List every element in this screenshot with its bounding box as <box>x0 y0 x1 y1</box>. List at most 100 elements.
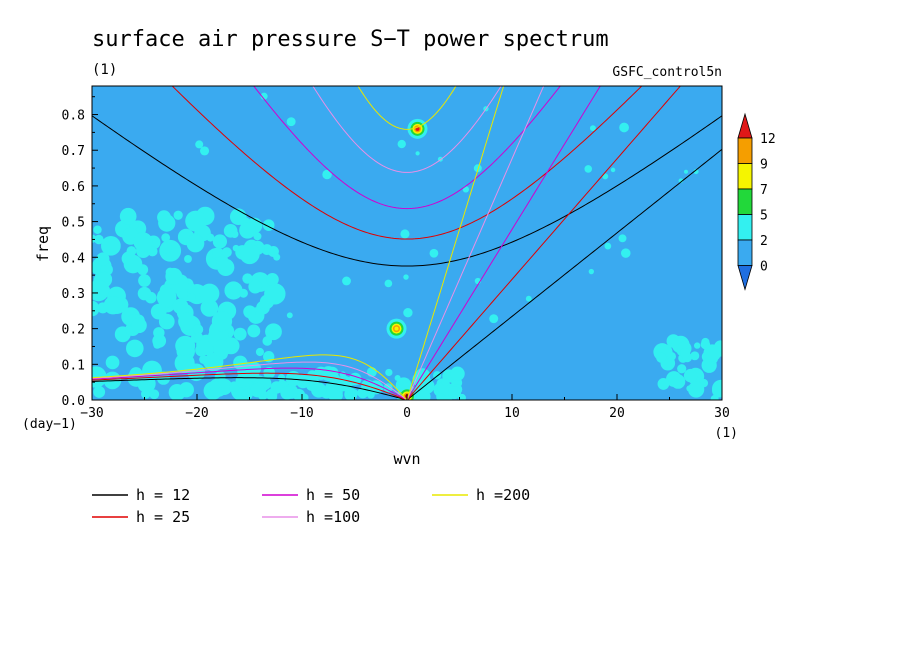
x-tick-label: −20 <box>185 406 208 421</box>
spectral-patch <box>656 352 667 363</box>
y-axis-unit: (day−1) <box>22 417 77 432</box>
spectral-patch <box>235 374 250 388</box>
spectral-patch <box>447 386 462 400</box>
x-tick-label: −10 <box>290 406 313 421</box>
spectral-patch <box>270 393 278 400</box>
spectral-patch <box>335 382 346 392</box>
legend-label: h =200 <box>476 486 530 504</box>
spectral-patch <box>677 364 687 374</box>
spectral-patch <box>670 374 686 389</box>
spectral-patch <box>270 381 283 394</box>
spectral-patch <box>667 352 677 361</box>
spectral-patch <box>185 210 207 232</box>
spectral-patch <box>133 232 153 252</box>
colorbar-min-arrow <box>737 265 753 291</box>
spectral-patch <box>473 164 482 173</box>
spectral-patch <box>458 393 466 400</box>
colorbar-label: 2 <box>760 234 768 249</box>
spectral-patch <box>119 207 137 225</box>
legend-label: h =100 <box>306 508 360 526</box>
spectral-patch <box>693 342 701 349</box>
spectral-patch <box>280 385 294 400</box>
spectral-patch <box>93 386 106 398</box>
spectral-patch <box>138 379 150 392</box>
spectral-patch <box>92 301 100 317</box>
spectral-patch <box>153 340 162 349</box>
spectral-patch <box>243 305 257 319</box>
spectral-patch <box>230 230 239 239</box>
spectral-patch <box>441 378 450 387</box>
spectral-patch <box>232 244 240 252</box>
spectral-patch <box>96 252 110 266</box>
spectral-patch <box>138 274 151 287</box>
x-tick-label: 0 <box>403 406 411 421</box>
spectral-patch <box>429 248 439 258</box>
spectral-patch <box>213 339 231 358</box>
spectral-patch <box>314 366 328 380</box>
spectral-patch <box>700 339 711 350</box>
spectral-patch <box>403 308 413 318</box>
spectral-patch <box>200 299 219 317</box>
spectral-patch <box>394 374 401 382</box>
spectral-patch <box>400 229 410 239</box>
spectral-patch <box>221 247 232 258</box>
series-25 <box>92 86 682 400</box>
spectral-patch <box>610 167 616 173</box>
colorbar-label: 0 <box>760 260 768 275</box>
y-tick-label: 0.3 <box>62 287 85 302</box>
colorbar-box <box>737 163 753 190</box>
spectral-patch <box>710 394 719 400</box>
spectral-patch <box>174 353 195 374</box>
spectral-patch <box>224 281 243 300</box>
spectral-patch <box>368 391 375 399</box>
spectral-patch <box>126 246 137 257</box>
spectral-patch <box>158 214 176 232</box>
spectral-patch <box>93 225 102 234</box>
spectral-patch <box>311 382 327 398</box>
dispersion-curves <box>92 86 722 400</box>
gravity-curve-12 <box>92 115 722 267</box>
spectral-patch <box>273 253 281 261</box>
spectral-patch <box>178 312 196 331</box>
spectral-patch <box>211 311 233 332</box>
spectral-patch <box>125 326 135 335</box>
spectral-patch <box>385 368 393 377</box>
y-tick-label: 0.2 <box>62 323 85 338</box>
spectral-patch <box>141 389 151 399</box>
spectral-patch <box>264 283 286 305</box>
spectral-patch <box>683 169 688 174</box>
spectral-patch <box>207 257 217 268</box>
spectral-patch <box>415 389 431 400</box>
spectral-patch <box>239 222 256 239</box>
gravity-curve-100 <box>312 86 502 173</box>
series-50 <box>92 86 601 400</box>
y-tick-label: 0.8 <box>62 109 85 124</box>
x-axis: −30 −20 −10 0 10 20 30 <box>80 394 730 421</box>
x-axis-unit: (1) <box>715 426 738 441</box>
spectral-patch <box>160 242 172 254</box>
spectral-patch <box>657 378 670 390</box>
chart-experiment-label: GSFC_control5n <box>612 65 722 80</box>
spectral-patch <box>239 288 248 298</box>
spectral-patch <box>589 125 596 132</box>
legend: h = 12 h = 25 h = 50 h =100 h =200 <box>92 486 530 526</box>
y-axis: 0.0 0.1 0.2 0.3 0.4 0.5 0.6 0.7 0.8 <box>62 96 98 409</box>
spectral-patch <box>436 392 445 400</box>
spectral-patch <box>345 392 353 400</box>
spectral-patch <box>686 385 693 392</box>
spectral-patch <box>195 140 204 149</box>
spectral-patch <box>260 92 268 100</box>
colorbar-box <box>737 214 753 241</box>
spectral-patch <box>604 242 612 250</box>
spectral-patch <box>688 381 705 398</box>
y-tick-label: 0.1 <box>62 358 85 373</box>
spectral-patch <box>199 283 220 304</box>
legend-label: h = 12 <box>136 486 190 504</box>
spectral-patch <box>383 383 393 393</box>
spectral-patch <box>192 324 203 335</box>
spectral-patch <box>621 248 631 258</box>
spectral-patch <box>233 327 247 341</box>
spectral-patch <box>92 279 110 302</box>
series-100 <box>92 86 545 400</box>
hotspot-ring <box>394 326 399 331</box>
